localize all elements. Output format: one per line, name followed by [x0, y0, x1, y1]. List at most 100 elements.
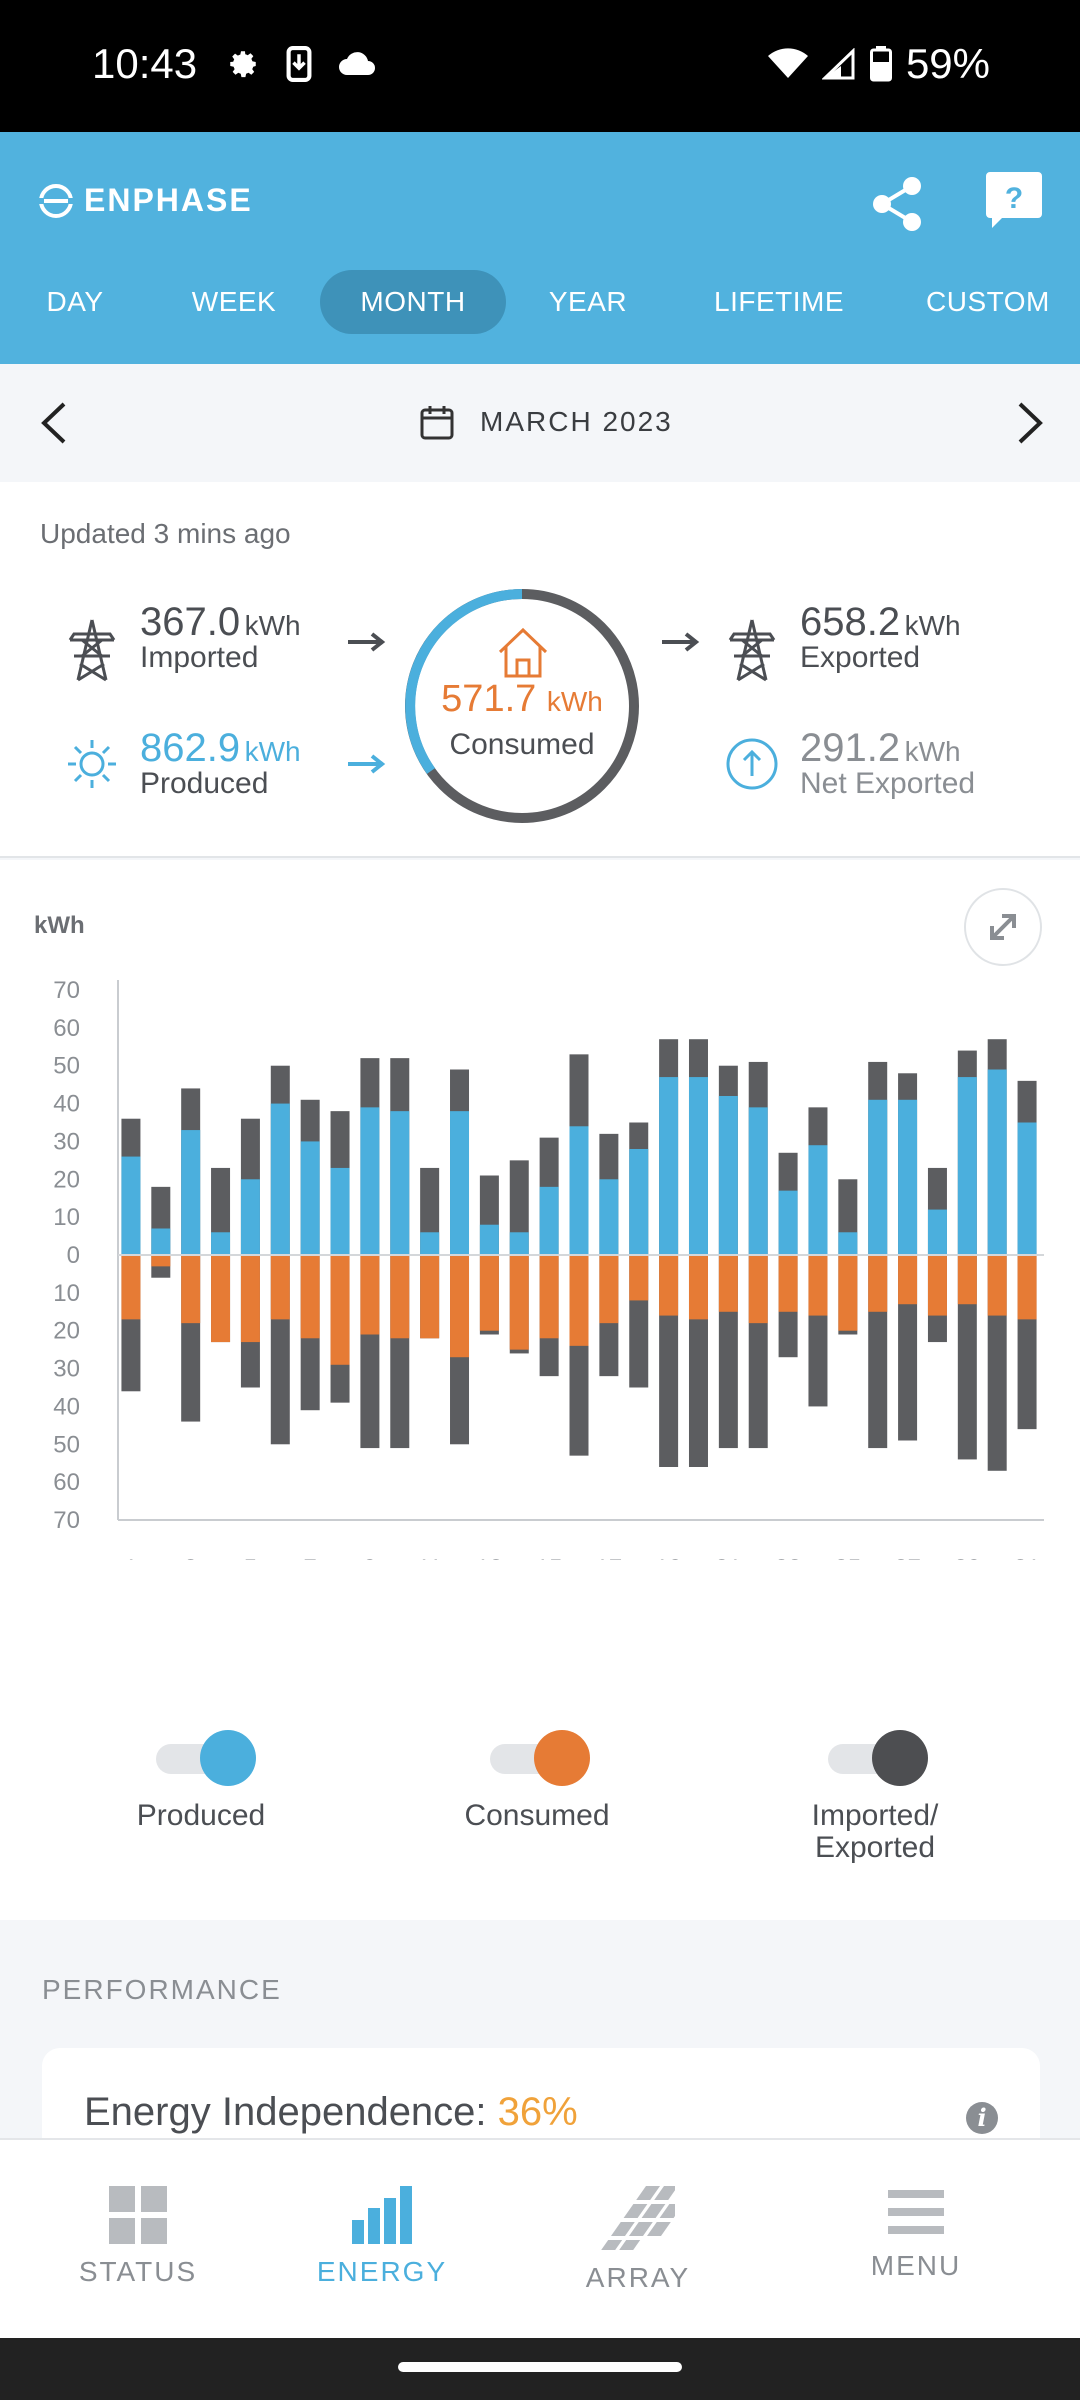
consumed-bar [718, 1255, 738, 1312]
date-picker[interactable]: MARCH 2023 [420, 404, 673, 440]
nav-array-label: ARRAY [585, 2262, 691, 2293]
consumed-bar [808, 1255, 828, 1316]
nav-array[interactable]: ARRAY [518, 2186, 758, 2294]
battery-percent: 59% [905, 40, 990, 87]
produced-bar [718, 1096, 738, 1255]
performance-section-title: PERFORMANCE [42, 1974, 282, 2005]
produced-bar [659, 1077, 679, 1255]
house-icon [498, 627, 548, 678]
produced-bar [778, 1190, 798, 1255]
consumed-bar [539, 1255, 559, 1339]
y-tick-label: 20 [53, 1318, 80, 1345]
imported-exported-toggle[interactable] [828, 1730, 928, 1786]
consumed-bar [360, 1255, 380, 1335]
gesture-bar [0, 2338, 1080, 2400]
consumption-ring [405, 589, 639, 823]
produced-bar [360, 1107, 380, 1255]
consumed-bar [778, 1255, 798, 1312]
produced-bar [569, 1126, 589, 1255]
consumed-bar [270, 1255, 290, 1320]
consumed-bar [450, 1255, 470, 1358]
nav-energy-label: ENERGY [316, 2256, 448, 2287]
produced-bar [211, 1232, 231, 1255]
tab-day[interactable]: DAY [46, 286, 104, 317]
exported-label: Exported [800, 641, 921, 674]
download-icon [286, 46, 312, 82]
info-icon[interactable]: i [966, 2102, 998, 2134]
produced-bar [240, 1179, 260, 1255]
bar-chart-icon [352, 2186, 412, 2244]
produced-bar [688, 1077, 708, 1255]
consumed-bar [838, 1255, 858, 1331]
consumed-bar [927, 1255, 947, 1316]
tab-week[interactable]: WEEK [191, 286, 277, 317]
produced-bar [1017, 1122, 1037, 1255]
consumed-bar [1017, 1255, 1037, 1320]
nav-status[interactable]: STATUS [18, 2186, 258, 2288]
nav-energy[interactable]: ENERGY [262, 2186, 502, 2288]
consumed-toggle[interactable] [490, 1730, 590, 1786]
produced-bar [390, 1111, 410, 1255]
chevron-left-icon[interactable] [36, 400, 72, 446]
y-tick-label: 60 [53, 1015, 80, 1042]
y-tick-label: 10 [53, 1204, 80, 1231]
consumed-unit: kWh [546, 686, 603, 717]
consumed-bar [569, 1255, 589, 1346]
chevron-right-icon[interactable] [1012, 400, 1048, 446]
produced-bar [420, 1232, 440, 1255]
y-tick-label: 20 [53, 1166, 80, 1193]
expand-icon [990, 914, 1016, 940]
consumed-bar [688, 1255, 708, 1320]
signal-icon [821, 48, 855, 80]
produced-bar [300, 1141, 320, 1255]
y-tick-label: 50 [53, 1053, 80, 1080]
x-tick-label: 5 [244, 1555, 257, 1560]
tab-month[interactable]: MONTH [320, 270, 506, 334]
produced-stat: 862.9 kWh Produced [140, 726, 301, 801]
menu-icon [888, 2190, 944, 2234]
produced-bar [927, 1209, 947, 1255]
exported-unit: kWh [904, 610, 961, 641]
x-tick-label: 13 [476, 1555, 503, 1560]
share-icon[interactable] [870, 174, 926, 234]
consumed-bar [330, 1255, 350, 1365]
produced-bar [629, 1149, 649, 1255]
tab-custom[interactable]: CUSTOM [926, 286, 1050, 317]
imported-exported-legend-label: Imported/ Exported [811, 1799, 939, 1864]
help-icon[interactable]: ? [986, 172, 1042, 230]
consumed-bar [211, 1255, 231, 1343]
consumed-bar [390, 1255, 410, 1339]
x-tick-label: 1 [124, 1555, 137, 1560]
x-tick-label: 17 [596, 1555, 623, 1560]
y-tick-label: 70 [53, 977, 80, 1004]
tab-year[interactable]: YEAR [548, 286, 628, 317]
produced-bar [539, 1186, 559, 1255]
y-tick-label: 70 [53, 1507, 80, 1534]
x-tick-label: 21 [715, 1555, 742, 1560]
y-axis-unit: kWh [34, 912, 85, 939]
x-tick-label: 11 [417, 1555, 442, 1560]
arrow-right-icon [348, 754, 386, 774]
battery-icon [869, 46, 892, 82]
logo-text: ENPHASE [84, 182, 253, 218]
y-tick-label: 10 [53, 1280, 80, 1307]
enphase-logo-icon [38, 183, 74, 218]
imported-value: 367.0 [140, 600, 241, 644]
produced-toggle[interactable] [156, 1730, 256, 1786]
expand-button[interactable] [964, 888, 1042, 966]
produced-bar [838, 1232, 858, 1255]
produced-bar [450, 1111, 470, 1255]
produced-bar [748, 1107, 768, 1255]
app-header: ENPHASE ? DAY WEEK MONTH YEAR LIFETIME C… [0, 132, 1080, 364]
tab-lifetime[interactable]: LIFETIME [714, 286, 845, 317]
energy-bar-chart: 7060504030201001020304050607013579111315… [53, 977, 1044, 1560]
svg-text:?: ? [1005, 182, 1023, 215]
nav-menu[interactable]: MENU [796, 2186, 1036, 2282]
produced-legend-label: Produced [136, 1799, 266, 1832]
enphase-logo: ENPHASE [38, 182, 253, 219]
x-tick-label: 29 [954, 1555, 981, 1560]
home-indicator[interactable] [398, 2362, 682, 2372]
consumed-bar [957, 1255, 977, 1305]
produced-bar [898, 1099, 918, 1255]
consumed-bar [300, 1255, 320, 1339]
